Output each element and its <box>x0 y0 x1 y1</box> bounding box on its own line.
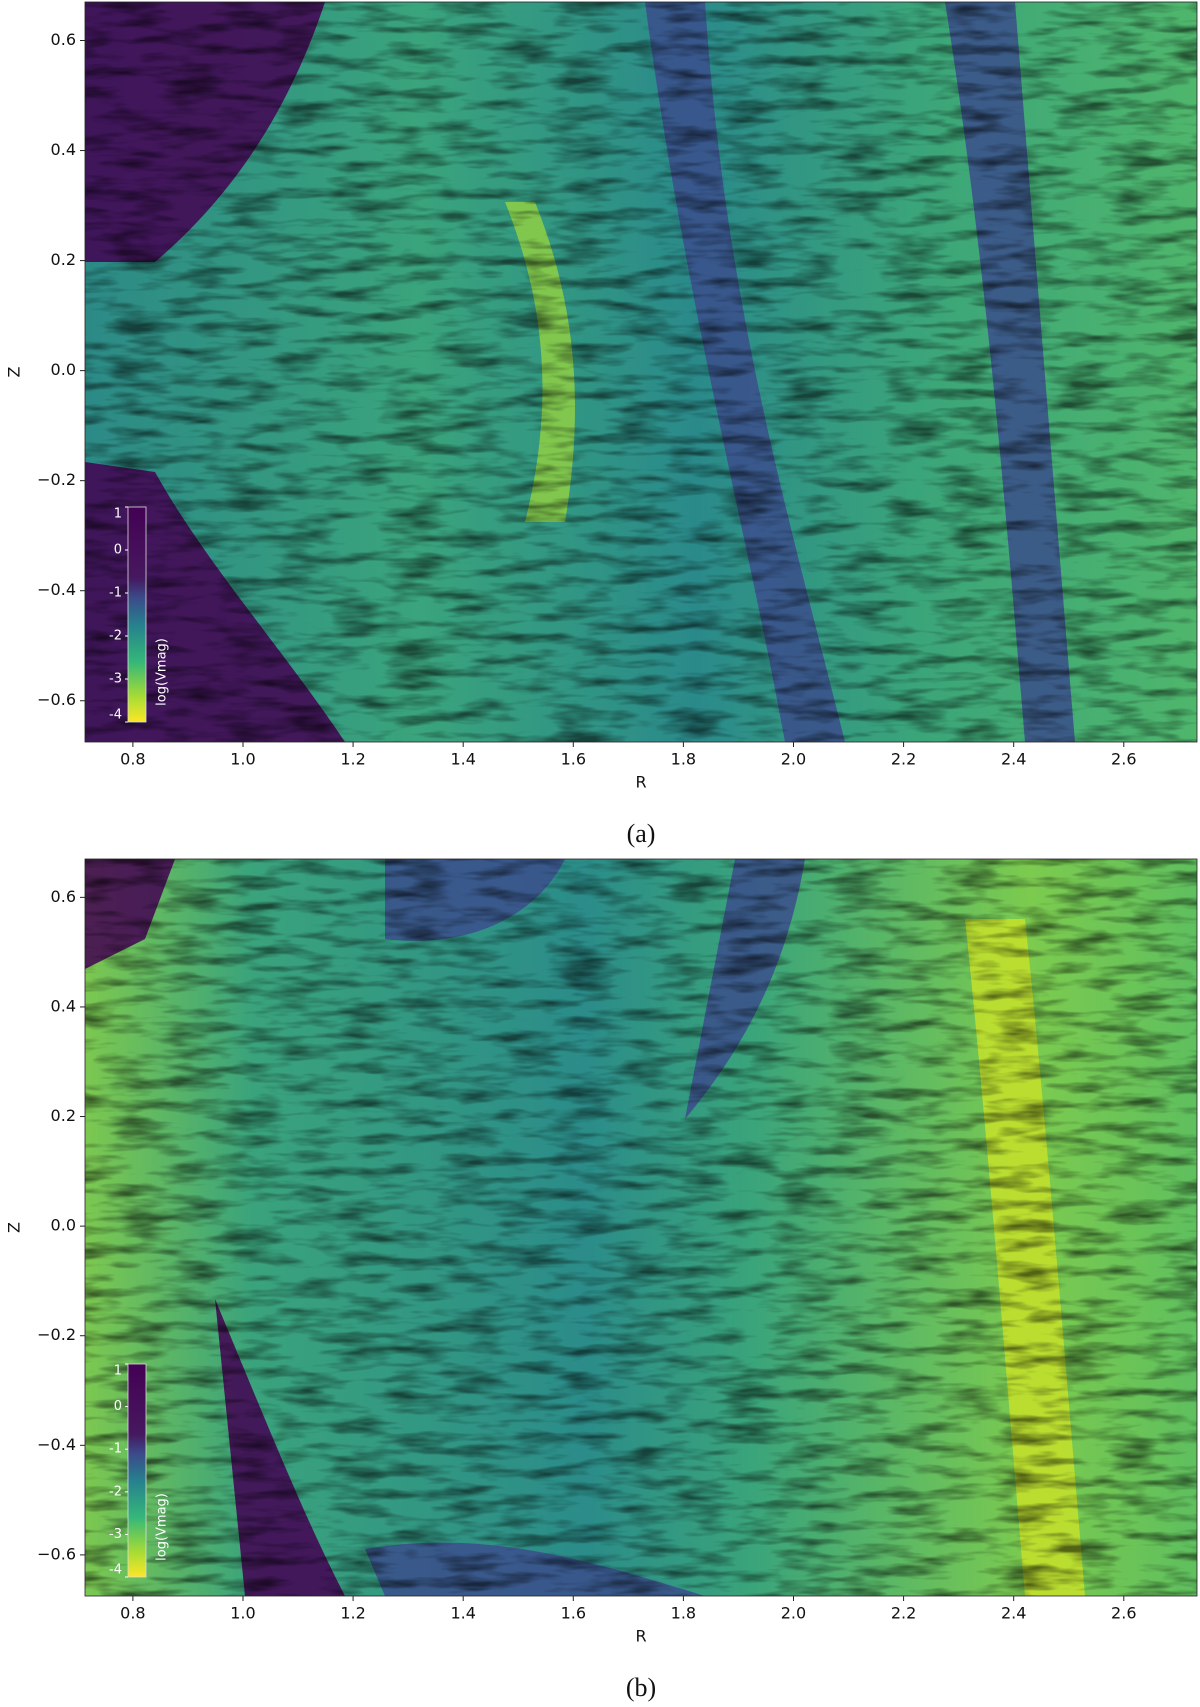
x-tick-label: 2.6 <box>1111 1604 1136 1623</box>
x-axis-label: R <box>635 773 646 792</box>
colorbar-tick-label: -2 <box>109 1484 122 1499</box>
y-tick-label: 0.6 <box>51 887 76 906</box>
x-tick-label: 1.4 <box>450 1604 475 1623</box>
x-tick-label: 2.0 <box>781 750 806 769</box>
colorbar-tick-label: 1 <box>114 1364 122 1379</box>
colorbar-tick-label: -4 <box>109 1563 122 1578</box>
x-tick-label: 2.4 <box>1001 750 1026 769</box>
axes-frame <box>84 858 1198 1597</box>
colorbar: 1 0 -1 -2 -3 -4 log(Vmag) <box>109 506 170 723</box>
colorbar-tick-label: -3 <box>109 672 122 687</box>
y-tick-label: 0.0 <box>51 360 76 379</box>
streaks <box>85 2 1197 742</box>
y-tick-label: 0.6 <box>51 30 76 49</box>
colorbar-label: log(Vmag) <box>155 638 170 706</box>
y-tick-label: 0.0 <box>51 1216 76 1235</box>
x-tick-label: 0.8 <box>120 750 145 769</box>
y-tick-label: −0.2 <box>37 470 76 489</box>
x-tick-label: 1.6 <box>561 1604 586 1623</box>
y-tick-label: 0.2 <box>51 1106 76 1125</box>
y-tick-label: 0.4 <box>51 996 76 1015</box>
y-axis-label: Z <box>5 366 24 377</box>
colorbar-tick-label: -4 <box>109 708 122 723</box>
colorbar-label: log(Vmag) <box>155 1493 170 1561</box>
y-tick-label: −0.4 <box>37 580 76 599</box>
y-tick-label: −0.4 <box>37 1435 76 1454</box>
x-tick-label: 1.0 <box>230 1604 255 1623</box>
flow-image <box>85 859 1197 1596</box>
y-tick-label: −0.6 <box>37 1544 76 1563</box>
x-tick-label: 1.2 <box>340 750 365 769</box>
y-tick-label: 0.2 <box>51 250 76 269</box>
y-tick-label: 0.4 <box>51 140 76 159</box>
caption: (b) <box>626 1673 656 1702</box>
x-tick-label: 1.6 <box>561 750 586 769</box>
streaks <box>85 859 1197 1596</box>
x-axis-label: R <box>635 1627 646 1646</box>
x-tick-label: 1.2 <box>340 1604 365 1623</box>
x-tick-label: 2.2 <box>891 1604 916 1623</box>
x-tick-label: 1.4 <box>450 750 475 769</box>
axes-frame <box>84 1 1198 743</box>
colorbar-tick-label: -1 <box>109 1442 122 1457</box>
colorbar-tick-label: -3 <box>109 1527 122 1542</box>
x-tick-label: 1.0 <box>230 750 255 769</box>
colorbar-tick-label: -1 <box>109 586 122 601</box>
x-tick-label: 1.8 <box>671 750 696 769</box>
y-axis-label: Z <box>5 1222 24 1233</box>
caption: (a) <box>627 819 656 848</box>
colorbar-tick-label: -2 <box>109 629 122 644</box>
colorbar: 1 0 -1 -2 -3 -4 log(Vmag) <box>109 1363 170 1578</box>
x-tick-label: 0.8 <box>120 1604 145 1623</box>
panel: 0.8 1.0 1.2 1.4 1.6 1.8 2.0 2.2 2.4 2.6 −0.6 −0.4 −0… <box>5 858 1198 1702</box>
x-tick-label: 2.6 <box>1111 750 1136 769</box>
colorbar-tick-label: 0 <box>114 1399 122 1414</box>
colorbar-scale <box>127 506 147 723</box>
x-tick-label: 2.0 <box>781 1604 806 1623</box>
x-tick-label: 2.2 <box>891 750 916 769</box>
x-tick-label: 2.4 <box>1001 1604 1026 1623</box>
panel: 0.8 1.0 1.2 1.4 1.6 1.8 2.0 2.2 2.4 2.6 −0.6 −0.4 −0… <box>5 1 1198 848</box>
x-tick-label: 1.8 <box>671 1604 696 1623</box>
y-tick-label: −0.2 <box>37 1325 76 1344</box>
colorbar-tick-label: 1 <box>114 507 122 522</box>
colorbar-tick-label: 0 <box>114 543 122 558</box>
colorbar-scale <box>127 1363 147 1578</box>
y-tick-label: −0.6 <box>37 690 76 709</box>
flow-image <box>85 2 1197 742</box>
